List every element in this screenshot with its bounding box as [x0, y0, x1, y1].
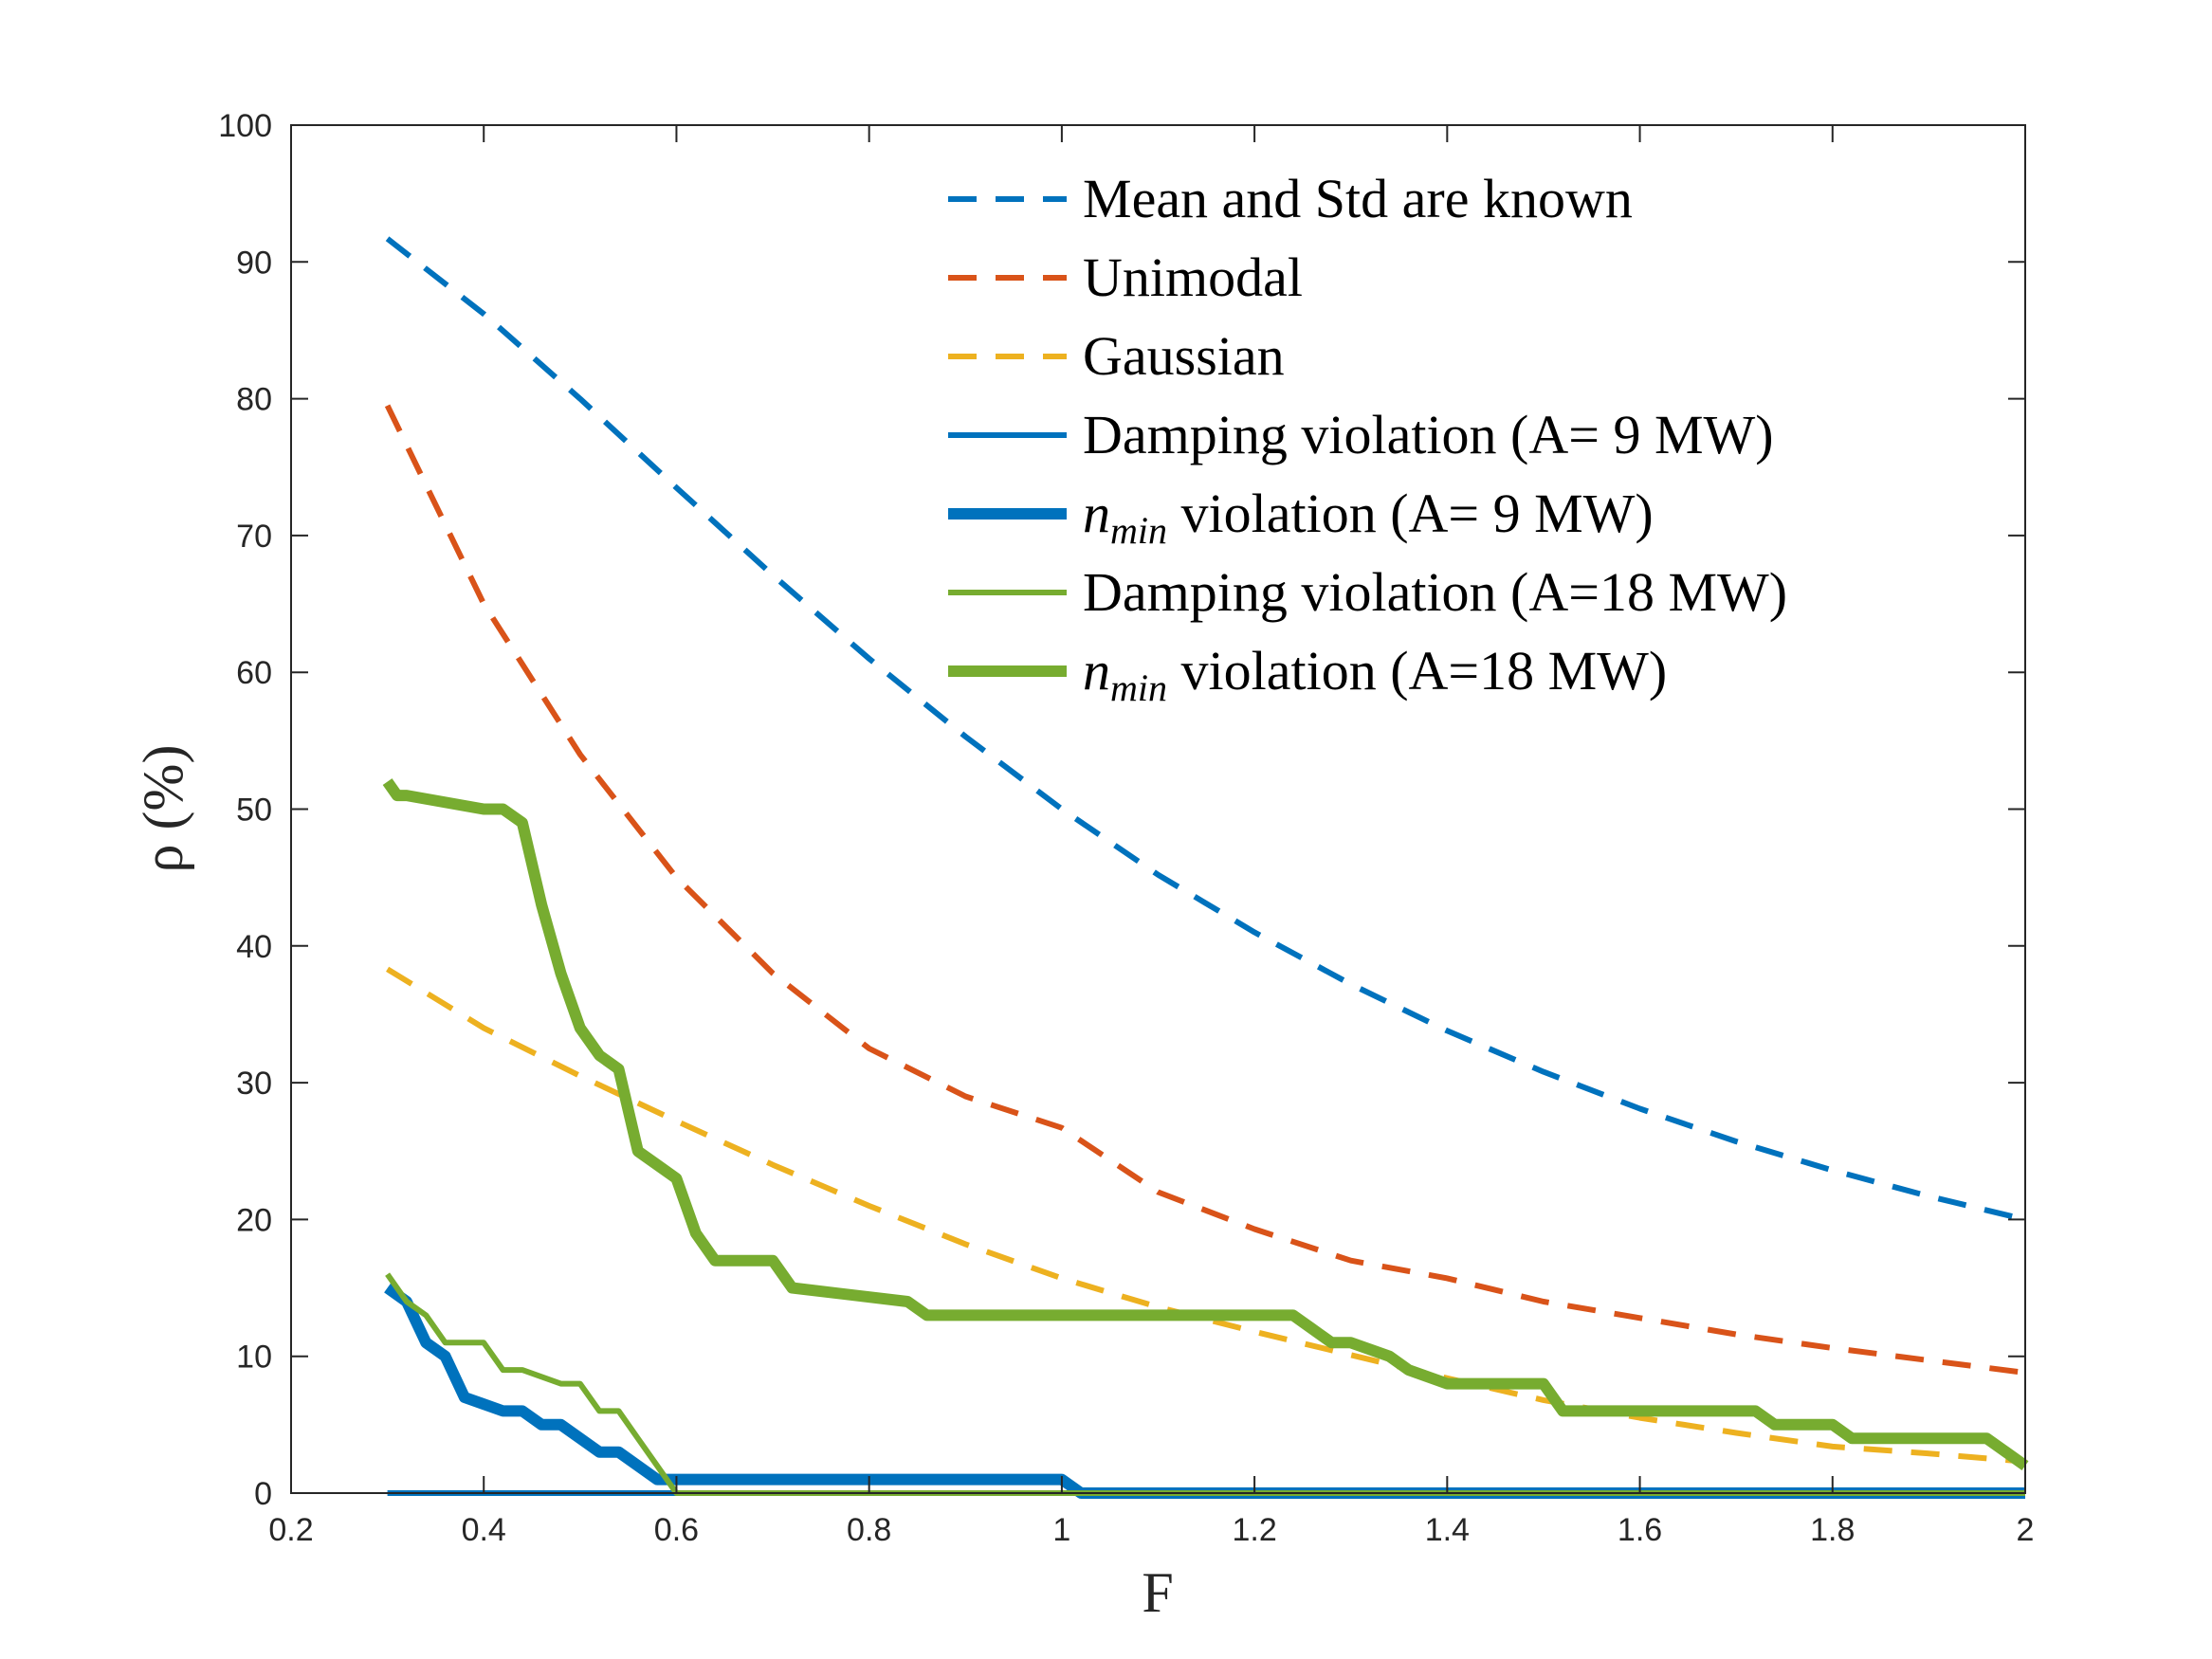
legend-label-part: violation (A=18 MW): [1167, 640, 1667, 702]
legend-label-part: Damping violation (A=18 MW): [1083, 561, 1787, 623]
legend-label-part: n: [1083, 483, 1110, 544]
legend: Mean and Std are known Unimodal Gaussian Da…: [948, 168, 1787, 709]
y-axis-label: ρ (%): [132, 745, 194, 873]
y-tick-label: 20: [236, 1202, 272, 1238]
legend-label-part: min: [1110, 509, 1167, 552]
y-tick-label: 70: [236, 519, 272, 555]
legend-label-2: Unimodal: [1083, 246, 1303, 308]
x-axis-label: F: [1142, 1561, 1173, 1624]
x-tick-label: 0.2: [268, 1512, 313, 1548]
legend-label-part: n: [1083, 640, 1110, 702]
legend-label-part: min: [1110, 666, 1167, 709]
x-tick-label: 1: [1052, 1512, 1070, 1548]
legend-label-6: Damping violation (A=18 MW): [1083, 561, 1787, 623]
series-line-7: [382, 778, 2029, 1470]
y-tick-label: 40: [236, 929, 272, 965]
series-line-2: [384, 404, 2026, 1376]
x-tick-label: 1.8: [1810, 1512, 1855, 1548]
legend-label-1: Mean and Std are known: [1083, 168, 1633, 229]
y-tick-label: 0: [254, 1476, 272, 1512]
legend-label-5: nmin violation (A= 9 MW): [1083, 483, 1654, 552]
legend-label-part: Unimodal: [1083, 246, 1303, 308]
series-line-6: [385, 1272, 2025, 1496]
y-tick-label: 100: [218, 108, 272, 144]
x-tick-label: 2: [2017, 1512, 2035, 1548]
legend-label-4: Damping violation (A= 9 MW): [1083, 404, 1774, 465]
x-tick-label: 0.8: [847, 1512, 891, 1548]
legend-label-part: Gaussian: [1083, 325, 1285, 387]
legend-label-part: violation (A= 9 MW): [1167, 483, 1654, 544]
x-tick-label: 1.2: [1232, 1512, 1276, 1548]
legend-label-3: Gaussian: [1083, 325, 1285, 387]
y-tick-label: 90: [236, 245, 272, 281]
legend-label-part: Damping violation (A= 9 MW): [1083, 404, 1774, 465]
ticks-layer: 0.2 0.4 0.6 0.8 1 1.2 1.4 1.6 1.8 201020304050607…: [218, 108, 2034, 1548]
x-tick-label: 1.4: [1425, 1512, 1470, 1548]
series-line-3: [386, 966, 2026, 1465]
x-tick-label: 1.6: [1618, 1512, 1662, 1548]
y-tick-label: 10: [236, 1340, 272, 1376]
legend-label-7: nmin violation (A=18 MW): [1083, 640, 1667, 709]
legend-label-part: Mean and Std are known: [1083, 168, 1633, 229]
plot-area: [291, 125, 2025, 1493]
y-tick-label: 80: [236, 382, 272, 418]
series-line-1: [385, 236, 2026, 1223]
y-tick-label: 50: [236, 793, 272, 829]
x-tick-label: 0.4: [462, 1512, 506, 1548]
y-tick-label: 30: [236, 1066, 272, 1102]
x-tick-label: 0.6: [654, 1512, 699, 1548]
y-tick-label: 60: [236, 655, 272, 691]
